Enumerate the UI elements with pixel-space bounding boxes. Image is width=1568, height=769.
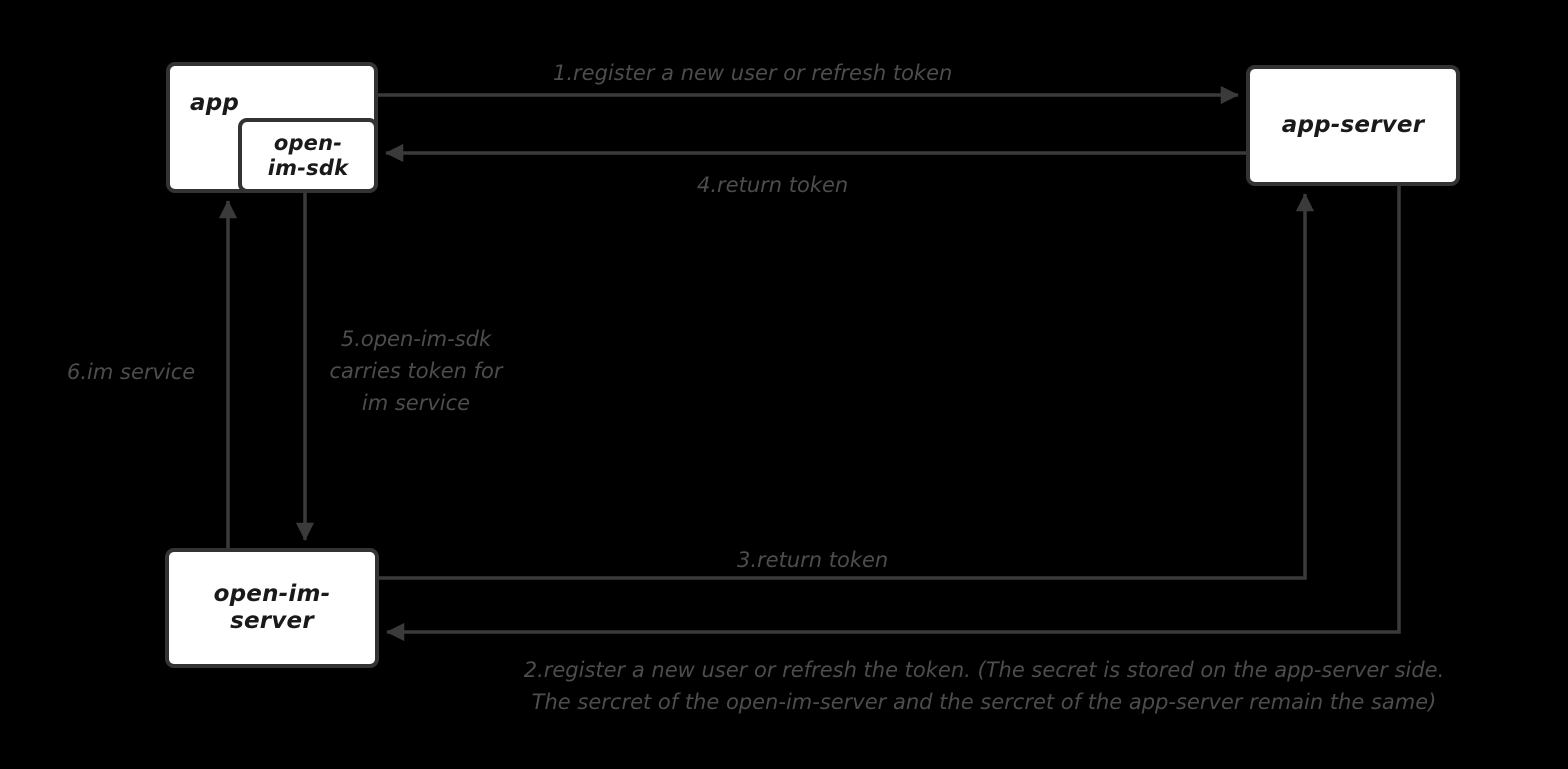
node-app-server[interactable]: app-server [1246,65,1460,186]
node-open-im-sdk-label: open- im-sdk [267,130,349,180]
node-open-im-server[interactable]: open-im- server [165,548,379,668]
edge-label-1: 1.register a new user or refresh token [553,61,953,85]
node-open-im-server-label: open-im- server [213,580,331,634]
connector-edge-3 [379,193,1315,580]
node-app-label: app [190,90,240,116]
edge-label-5: 5.open-im-sdk carries token for im servi… [329,327,503,415]
edge-label-3: 3.return token [737,548,889,572]
edge-label-2: 2.register a new user or refresh the tok… [523,658,1445,714]
connector-edge-2 [386,186,1401,642]
edge-label-4: 4.return token [697,173,849,197]
node-open-im-sdk[interactable]: open- im-sdk [238,118,378,193]
node-app-server-label: app-server [1281,111,1425,138]
edge-label-6: 6.im service [67,360,196,384]
